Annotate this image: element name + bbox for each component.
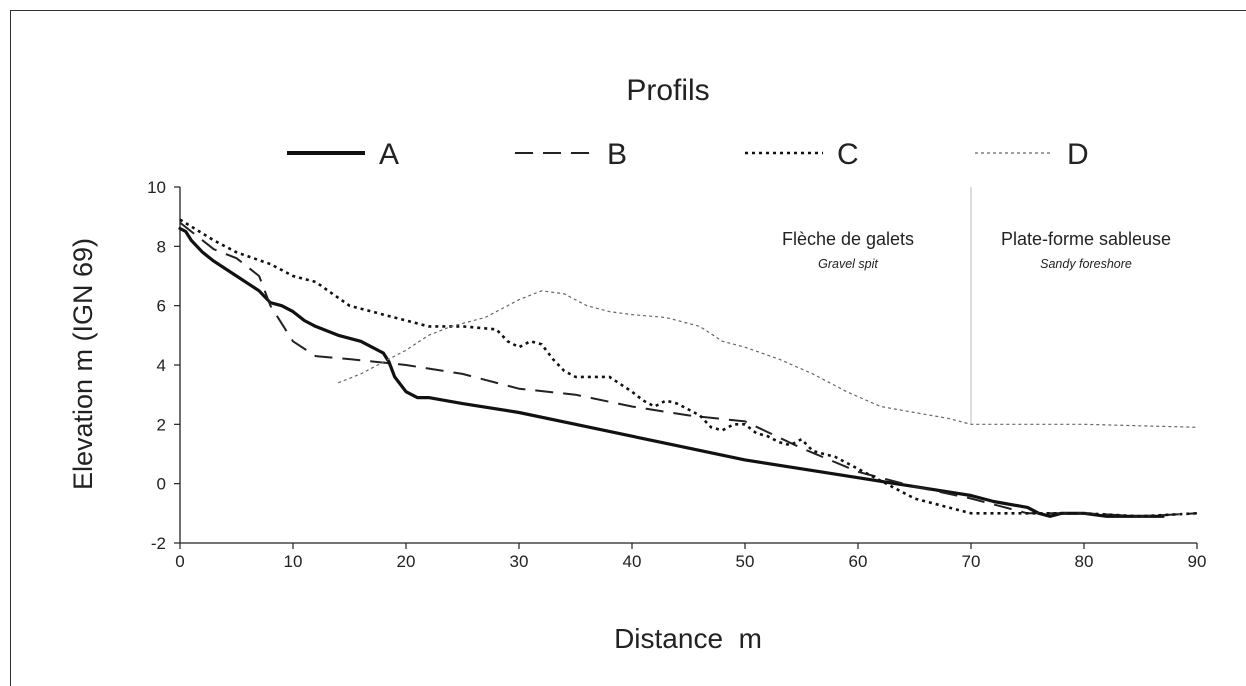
zone-sublabel: Gravel spit xyxy=(818,257,878,271)
legend-label-d: D xyxy=(1067,138,1089,171)
plot-area: 0 10 20 30 40 50 60 70 80 90 -2 0 2 4 6 8 10 Flèche de ga… xyxy=(147,178,1206,571)
series-line-a xyxy=(178,226,1165,518)
x-tick-label: 80 xyxy=(1075,552,1094,571)
y-axis-label: Elevation m (IGN 69) xyxy=(68,238,98,490)
x-tick-label: 60 xyxy=(849,552,868,571)
y-tick-label: 0 xyxy=(157,475,166,494)
zone-sublabel: Sandy foreshore xyxy=(1040,257,1132,271)
y-tick-label: 8 xyxy=(157,237,166,256)
x-tick-label: 10 xyxy=(284,552,303,571)
y-tick-label: 4 xyxy=(157,356,166,375)
y-tick-label: 10 xyxy=(147,178,166,197)
zone-label: Plate-forme sableuse xyxy=(1001,229,1171,249)
chart-title: Profils xyxy=(626,74,709,107)
x-tick-label: 70 xyxy=(962,552,981,571)
zone-label: Flèche de galets xyxy=(782,229,914,249)
x-tick-label: 40 xyxy=(623,552,642,571)
x-axis-label: Distance m xyxy=(614,623,762,654)
y-tick-label: 2 xyxy=(157,415,166,434)
x-tick-label: 0 xyxy=(175,552,184,571)
x-tick-label: 90 xyxy=(1188,552,1207,571)
x-tick-label: 30 xyxy=(510,552,529,571)
x-tick-label: 20 xyxy=(397,552,416,571)
legend-label-b: B xyxy=(607,138,627,171)
y-tick-label: 6 xyxy=(157,297,166,316)
y-tick-label: -2 xyxy=(151,534,166,553)
legend-label-a: A xyxy=(379,138,399,171)
x-tick-label: 50 xyxy=(736,552,755,571)
legend: A B C D xyxy=(287,138,1089,171)
figure-frame xyxy=(10,10,1246,686)
series-line-b xyxy=(179,221,1198,518)
legend-label-c: C xyxy=(837,138,859,171)
series-line-d xyxy=(337,290,1198,428)
